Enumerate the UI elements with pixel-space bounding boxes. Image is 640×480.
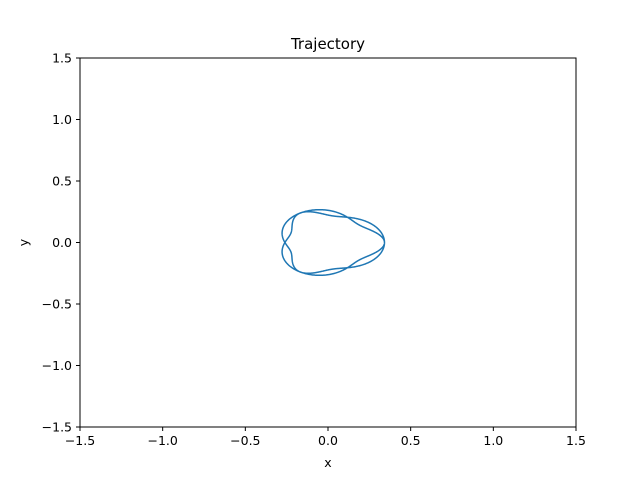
x-axis: −1.5 −1.0 −0.5 0.0 0.5 1.0 1.5 bbox=[65, 427, 586, 448]
y-tick-label: 0.0 bbox=[52, 235, 72, 250]
x-tick-label: −0.5 bbox=[230, 433, 260, 448]
axes-frame bbox=[79, 57, 577, 428]
x-tick-label: −1.0 bbox=[147, 433, 177, 448]
series-layer bbox=[281, 208, 386, 277]
x-tick-label: 1.0 bbox=[483, 433, 503, 448]
x-tick-label: 1.5 bbox=[566, 433, 586, 448]
trajectory-line bbox=[281, 208, 386, 277]
x-tick-label: 0.5 bbox=[401, 433, 421, 448]
y-axis: −1.5 −1.0 −0.5 0.0 0.5 1.0 1.5 bbox=[42, 51, 80, 435]
y-tick-label: 1.5 bbox=[52, 51, 72, 66]
x-tick-label: 0.0 bbox=[318, 433, 338, 448]
y-tick-label: −1.0 bbox=[42, 358, 72, 373]
y-tick-label: 1.0 bbox=[52, 112, 72, 127]
chart-title: Trajectory bbox=[290, 35, 365, 53]
y-tick-label: 0.5 bbox=[52, 174, 72, 189]
x-tick-label: −1.5 bbox=[65, 433, 95, 448]
plot-area bbox=[79, 57, 577, 428]
y-tick-label: −0.5 bbox=[42, 297, 72, 312]
y-tick-label: −1.5 bbox=[42, 420, 72, 435]
x-axis-label: x bbox=[324, 455, 331, 470]
y-axis-label: y bbox=[16, 238, 31, 246]
